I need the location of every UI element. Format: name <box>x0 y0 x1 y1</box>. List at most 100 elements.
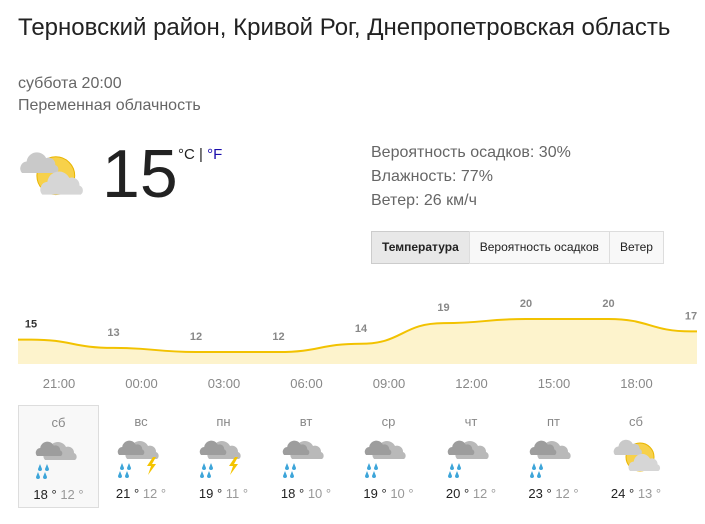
time-label: 12:00 <box>455 376 488 391</box>
cloud <box>529 440 557 455</box>
low-temp: 12 ° <box>142 486 167 501</box>
forecast-day[interactable]: пн 19 ° 11 ° <box>183 405 264 508</box>
tab[interactable]: Вероятность осадков <box>468 231 610 264</box>
rain-drop <box>117 471 122 478</box>
low-temp: 13 ° <box>637 486 662 501</box>
rain-drop <box>202 463 206 470</box>
day-name: пт <box>547 414 560 429</box>
day-name: чт <box>464 414 478 429</box>
wind: Ветер: 26 км/ч <box>371 192 477 209</box>
day-name: пн <box>216 414 231 429</box>
temperature-line <box>18 318 697 353</box>
forecast-day[interactable]: сб 24 ° 13 ° <box>596 405 677 508</box>
rain-drop <box>209 463 213 470</box>
rain-drop <box>282 471 287 478</box>
unit-fahrenheit[interactable]: °F <box>207 146 223 163</box>
low-temp: 12 ° <box>472 486 497 501</box>
forecast-day[interactable]: чт 20 ° 12 ° <box>431 405 512 508</box>
cloud <box>40 171 83 195</box>
forecast-day[interactable]: вс 21 ° 12 ° <box>101 405 182 508</box>
rain-drop <box>289 471 294 478</box>
day-temps: 19 ° 11 ° <box>183 486 264 501</box>
current-weather-icon <box>20 152 83 196</box>
rain-drop <box>454 471 459 478</box>
tab[interactable]: Температура <box>371 231 470 264</box>
low-temp: 12 ° <box>60 487 84 502</box>
rain-drop <box>36 472 40 479</box>
rain-drop <box>45 464 49 471</box>
value-label: 14 <box>355 323 368 335</box>
day-temps: 23 ° 12 ° <box>513 486 594 501</box>
day-name: сб <box>629 414 643 429</box>
rain-drop <box>374 463 378 470</box>
cloud <box>35 441 63 456</box>
weather-icon <box>364 440 406 478</box>
lightning <box>229 457 238 475</box>
time-label: 03:00 <box>207 376 241 391</box>
day-temps: 20 ° 12 ° <box>431 486 512 501</box>
rain-drop <box>291 463 296 470</box>
units: °C | °F <box>178 146 222 163</box>
time-label: 09:00 <box>372 376 406 391</box>
high-temp: 19 ° <box>198 486 223 501</box>
rain-drop <box>456 463 461 470</box>
lightning <box>146 457 156 475</box>
rain-drop <box>537 471 541 478</box>
rain-drop <box>119 463 124 470</box>
value-label: 12 <box>272 331 284 343</box>
value-label: 13 <box>107 327 119 339</box>
day-temps: 18 ° 12 ° <box>19 487 98 502</box>
low-temp: 12 ° <box>555 486 579 501</box>
forecast-day[interactable]: сб 18 ° 12 ° <box>18 405 99 508</box>
rain-drop <box>38 464 42 471</box>
weather-icon <box>447 440 489 478</box>
unit-celsius[interactable]: °C <box>178 146 195 163</box>
cloud <box>628 453 660 471</box>
time-label: 00:00 <box>125 376 158 391</box>
day-temps: 18 ° 10 ° <box>266 486 347 501</box>
rain-drop <box>126 463 131 470</box>
tab[interactable]: Ветер <box>608 231 664 264</box>
value-label: 20 <box>520 298 532 310</box>
cloud <box>613 439 642 455</box>
datetime: суббота 20:00 <box>18 75 122 92</box>
rain-drop <box>367 463 371 470</box>
forecast-day[interactable]: вт 18 ° 10 ° <box>266 405 347 508</box>
weather-icon <box>613 439 660 472</box>
time-label: 21:00 <box>42 376 76 391</box>
high-temp: 21 ° <box>115 486 140 501</box>
high-temp: 18 ° <box>280 486 305 501</box>
unit-separator: | <box>199 146 203 163</box>
weather-icon <box>529 440 571 478</box>
weather-icon <box>117 440 159 478</box>
high-temp: 23 ° <box>528 486 552 501</box>
precipitation: Вероятность осадков: 30% <box>371 144 571 161</box>
weather-icon <box>282 440 324 478</box>
day-temps: 19 ° 10 ° <box>348 486 429 501</box>
forecast-day[interactable]: ср 19 ° 10 ° <box>348 405 429 508</box>
weather-icon <box>199 440 241 478</box>
rain-drop <box>365 471 369 478</box>
low-temp: 11 ° <box>225 486 249 501</box>
weather-icon <box>35 441 77 479</box>
rain-drop <box>372 471 376 478</box>
rain-drop <box>449 463 454 470</box>
rain-drop <box>530 471 534 478</box>
location-title: Терновский район, Кривой Рог, Днепропетр… <box>18 14 671 41</box>
rain-drop <box>284 463 289 470</box>
low-temp: 10 ° <box>307 486 332 501</box>
cloud <box>20 152 59 173</box>
rain-drop <box>200 471 204 478</box>
day-name: ср <box>381 414 396 429</box>
forecast-day[interactable]: пт 23 ° 12 ° <box>513 405 594 508</box>
high-temp: 24 ° <box>610 486 635 501</box>
condition: Переменная облачность <box>18 97 201 114</box>
rain-drop <box>43 472 47 479</box>
time-label: 15:00 <box>537 376 571 391</box>
rain-drop <box>207 471 211 478</box>
humidity: Влажность: 77% <box>371 168 493 185</box>
value-label: 19 <box>437 302 449 314</box>
time-axis: 21:00 00:00 03:00 06:00 09:00 12:00 15:00 18:00 <box>0 376 705 394</box>
value-label: 15 <box>25 319 37 331</box>
